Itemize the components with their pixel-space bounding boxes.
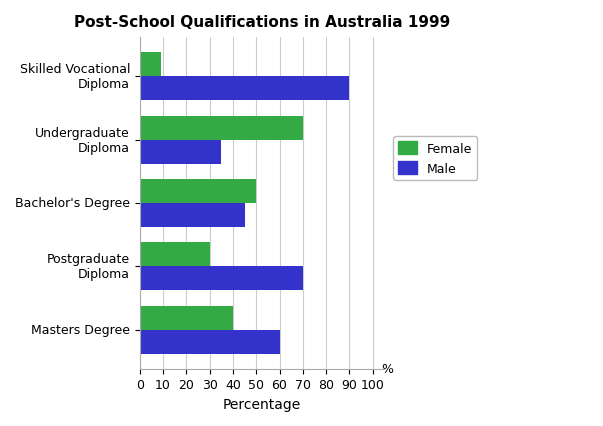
Bar	[140, 306, 233, 330]
Bar	[140, 204, 245, 227]
Text: %: %	[381, 363, 393, 375]
Title: Post-School Qualifications in Australia 1999: Post-School Qualifications in Australia …	[74, 15, 450, 30]
Bar	[140, 77, 350, 101]
Bar	[140, 330, 280, 354]
Bar	[140, 116, 303, 140]
Bar	[140, 179, 256, 204]
Legend: Female, Male: Female, Male	[393, 137, 477, 180]
Bar	[140, 243, 210, 267]
Bar	[140, 267, 303, 291]
Bar	[140, 140, 221, 164]
X-axis label: Percentage: Percentage	[223, 397, 301, 411]
Bar	[140, 53, 160, 77]
